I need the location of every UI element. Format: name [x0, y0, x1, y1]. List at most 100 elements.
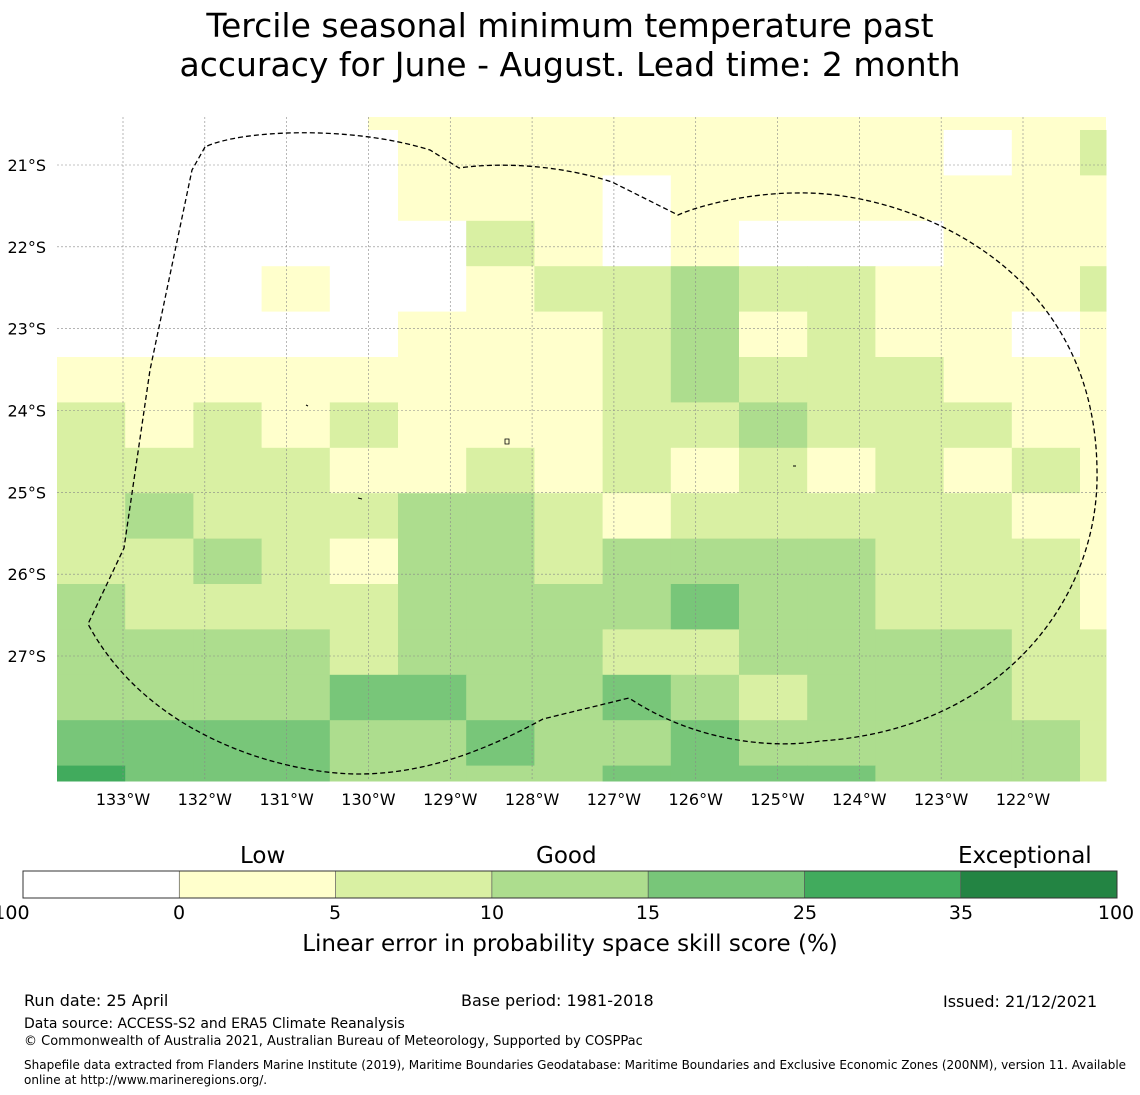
grid-cell: [875, 402, 945, 449]
run-date: Run date: 25 April: [24, 991, 169, 1010]
grid-cell: [739, 493, 808, 540]
grid-cell: [807, 629, 876, 676]
grid-cell: [261, 357, 331, 403]
grid-cell: [398, 175, 467, 222]
grid-cell: [466, 130, 535, 176]
grid-cell: [739, 402, 808, 449]
grid-cell: [1011, 765, 1081, 782]
grid-cell: [807, 538, 876, 585]
grid-cell: [125, 266, 194, 313]
grid-cell: [57, 175, 126, 222]
grid-cell: [534, 765, 604, 782]
grid-cell: [193, 130, 263, 176]
grid-cell: [261, 674, 331, 721]
colorbar-tick: -100: [0, 902, 30, 924]
grid-cell: [534, 130, 604, 176]
grid-cell: [670, 674, 740, 721]
latitude-tick-label: 25°S: [7, 483, 46, 502]
colorbar-swatch: [491, 871, 649, 898]
colorbar-swatch: [179, 871, 336, 898]
title-line-2: accuracy for June - August. Lead time: 2…: [179, 45, 961, 84]
colorbar-tick: 25: [792, 902, 818, 924]
grid-cell: [534, 538, 604, 585]
grid-cell: [398, 130, 467, 176]
grid-cell: [193, 493, 263, 540]
grid-cell: [193, 720, 263, 767]
grid-cell: [602, 130, 672, 176]
grid-cell: [261, 493, 331, 540]
grid-cell: [875, 220, 945, 267]
grid-cell: [739, 220, 808, 267]
grid-cell: [670, 266, 740, 313]
grid-cell: [193, 629, 263, 676]
latitude-tick-label: 27°S: [7, 647, 46, 666]
grid-cell: [807, 765, 876, 782]
grid-cell: [807, 220, 876, 267]
latitude-tick-label: 21°S: [7, 156, 46, 175]
grid-cell: [807, 402, 876, 449]
grid-cell: [534, 402, 604, 449]
colorbar-tick: 100: [1097, 902, 1135, 924]
grid-cell: [1011, 130, 1081, 176]
shapefile-credit: Shapefile data extracted from Flanders M…: [24, 1058, 1136, 1088]
grid-cell: [875, 311, 945, 358]
grid-cell: [125, 584, 194, 630]
longitude-tick-label: 125°W: [750, 790, 805, 809]
grid-cell: [670, 538, 740, 585]
grid-cell: [329, 175, 399, 222]
grid-cell: [329, 584, 399, 630]
grid-cell: [1080, 674, 1107, 721]
grid-cell: [534, 629, 604, 676]
longitude-tick-label: 127°W: [587, 790, 642, 809]
grid-cell: [57, 720, 126, 767]
grid-cell: [534, 584, 604, 630]
grid-cell: [875, 720, 945, 767]
grid-cell: [1080, 402, 1107, 449]
grid-cell: [398, 538, 467, 585]
grid-cell: [602, 493, 672, 540]
grid-cell: [602, 584, 672, 630]
grid-cell: [329, 629, 399, 676]
grid-cell: [739, 765, 808, 782]
grid-cell: [466, 447, 535, 494]
grid-cell: [193, 674, 263, 721]
grid-cell: [466, 720, 535, 767]
grid-cell: [193, 357, 263, 403]
grid-cell: [398, 674, 467, 721]
grid-cell: [739, 357, 808, 403]
grid-cell: [739, 447, 808, 494]
grid-cell: [1080, 311, 1107, 358]
grid-cell: [466, 402, 535, 449]
grid-cell: [875, 266, 945, 313]
colorbar-tick: 35: [948, 902, 974, 924]
colorbar-tick: 15: [635, 902, 661, 924]
longitude-tick-label: 122°W: [996, 790, 1051, 809]
grid-cell: [943, 447, 1013, 494]
grid-cell: [398, 266, 467, 313]
grid-cell: [261, 629, 331, 676]
grid-cell: [1011, 220, 1081, 267]
grid-cell: [466, 220, 535, 267]
grid-cell: [1011, 266, 1081, 313]
grid-cell: [125, 720, 194, 767]
grid-cell: [1011, 493, 1081, 540]
grid-cell: [329, 538, 399, 585]
grid-cell: [329, 674, 399, 721]
grid-cell: [739, 629, 808, 676]
grid-cell: [602, 538, 672, 585]
grid-cell: [1080, 447, 1107, 494]
island-marker: [305, 404, 309, 407]
grid-cell: [125, 538, 194, 585]
grid-cell: [398, 447, 467, 494]
grid-cell: [329, 220, 399, 267]
grid-cell: [1080, 538, 1107, 585]
islands: [305, 404, 796, 500]
grid-cell: [57, 674, 126, 721]
latitude-tick-label: 23°S: [7, 320, 46, 339]
grid-cell: [602, 629, 672, 676]
grid-cell: [125, 674, 194, 721]
grid-cell: [943, 720, 1013, 767]
grid-cell: [807, 266, 876, 313]
grid-cell: [398, 220, 467, 267]
grid-cell: [1011, 584, 1081, 630]
